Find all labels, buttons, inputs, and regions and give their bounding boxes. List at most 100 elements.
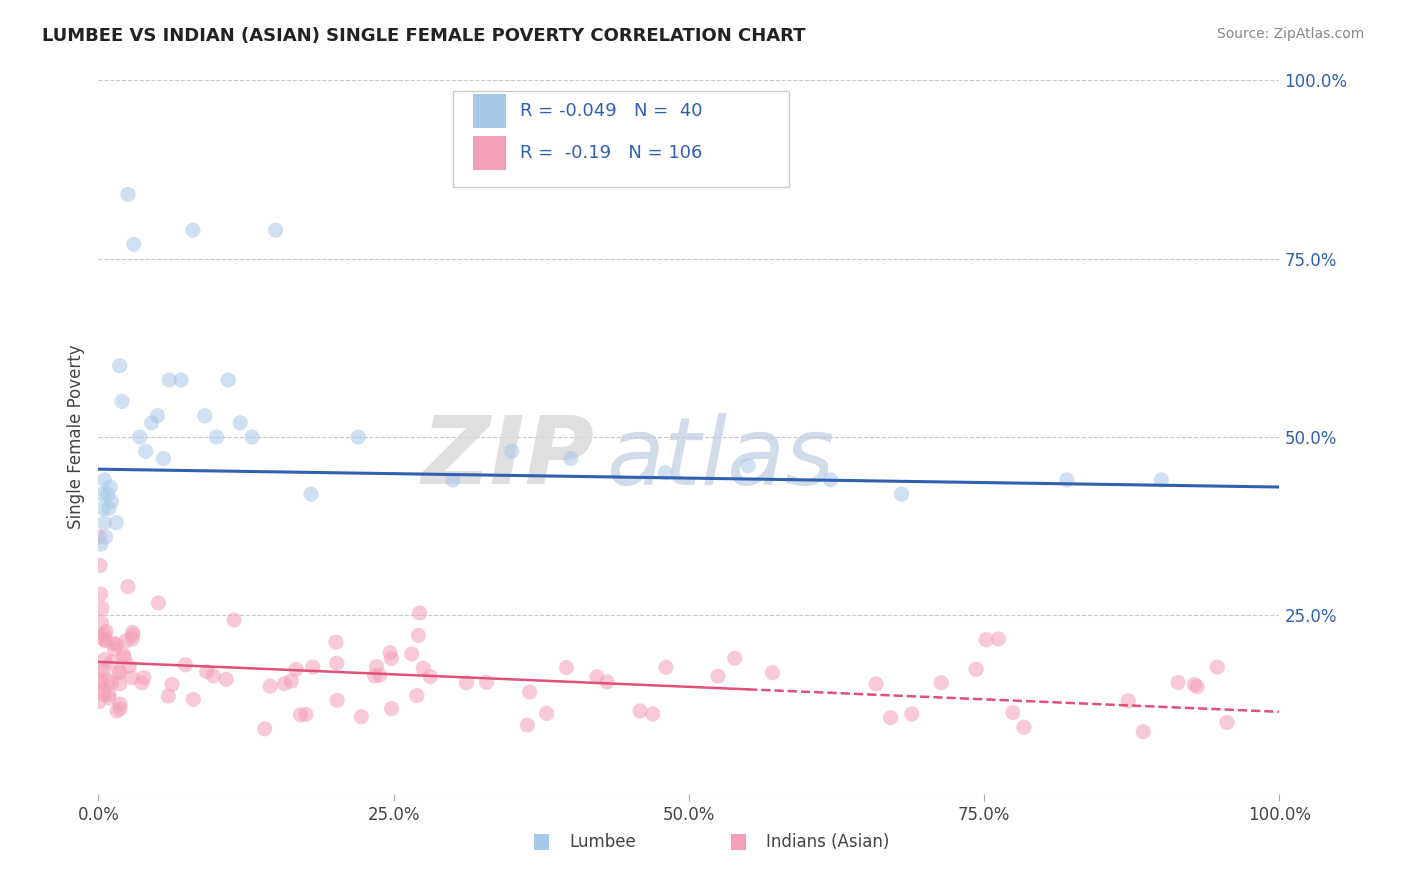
Point: [501, 444, 523, 458]
Point: [560, 451, 582, 466]
Point: [1206, 660, 1229, 674]
Point: [128, 430, 150, 444]
Point: [117, 580, 139, 594]
Point: [419, 670, 441, 684]
Point: [118, 659, 141, 673]
Point: [90, 630, 112, 644]
Point: [441, 473, 464, 487]
Point: [105, 704, 128, 718]
Point: [97, 487, 120, 501]
Point: [91, 487, 114, 501]
Point: [93, 688, 115, 702]
Point: [965, 662, 987, 676]
Point: [93, 516, 115, 530]
Point: [1132, 724, 1154, 739]
Point: [121, 628, 143, 642]
Point: [98, 687, 121, 701]
Text: atlas: atlas: [606, 413, 835, 504]
Point: [350, 710, 373, 724]
Point: [654, 466, 676, 480]
Point: [98, 480, 121, 494]
Point: [655, 660, 678, 674]
Point: [183, 692, 205, 706]
Point: [519, 685, 541, 699]
Point: [181, 223, 204, 237]
Point: [90, 664, 112, 678]
Point: [380, 701, 402, 715]
Point: [240, 430, 263, 444]
Point: [89, 673, 111, 688]
Point: [89, 558, 111, 573]
Point: [299, 487, 322, 501]
Point: [115, 633, 138, 648]
Point: [456, 675, 478, 690]
Point: [108, 677, 131, 691]
Point: [412, 661, 434, 675]
Point: [108, 698, 131, 712]
Point: [326, 693, 349, 707]
Point: [121, 632, 143, 646]
Point: [94, 633, 117, 648]
Point: [368, 668, 391, 682]
Point: [121, 671, 143, 685]
Point: [325, 635, 347, 649]
Text: Lumbee: Lumbee: [569, 833, 636, 851]
Point: [761, 665, 783, 680]
Point: [131, 675, 153, 690]
Point: [301, 660, 323, 674]
Point: [97, 690, 120, 705]
Point: [285, 662, 308, 676]
Point: [1216, 715, 1239, 730]
Point: [253, 722, 276, 736]
Point: [865, 677, 887, 691]
Text: R =  -0.19   N = 106: R = -0.19 N = 106: [520, 145, 703, 162]
Point: [98, 501, 121, 516]
Point: [641, 706, 664, 721]
Point: [1185, 680, 1208, 694]
Point: [93, 627, 115, 641]
Point: [122, 237, 145, 252]
Point: [205, 430, 228, 444]
Point: [146, 409, 169, 423]
Point: [222, 613, 245, 627]
Point: [264, 223, 287, 237]
Point: [93, 683, 115, 698]
Point: [217, 373, 239, 387]
Point: [141, 416, 163, 430]
Point: [295, 707, 318, 722]
Point: [879, 711, 901, 725]
Point: [93, 663, 115, 677]
Point: [401, 647, 423, 661]
Point: [737, 458, 759, 473]
Text: ZIP: ZIP: [422, 412, 595, 505]
Point: [94, 624, 117, 639]
Point: [174, 657, 197, 672]
Point: [215, 672, 238, 686]
Point: [103, 637, 125, 651]
Point: [929, 675, 952, 690]
Text: Source: ZipAtlas.com: Source: ZipAtlas.com: [1216, 27, 1364, 41]
Point: [94, 530, 117, 544]
Point: [157, 373, 180, 387]
Point: [628, 704, 651, 718]
Point: [364, 669, 387, 683]
Text: Indians (Asian): Indians (Asian): [766, 833, 890, 851]
Point: [194, 409, 217, 423]
FancyBboxPatch shape: [472, 95, 506, 128]
Point: [1001, 706, 1024, 720]
Point: [1150, 473, 1173, 487]
Point: [135, 444, 157, 458]
Point: [89, 694, 111, 708]
FancyBboxPatch shape: [472, 136, 506, 170]
Point: [516, 718, 538, 732]
Point: [132, 671, 155, 685]
Point: [100, 494, 122, 508]
Point: [724, 651, 747, 665]
Point: [1184, 678, 1206, 692]
Point: [93, 473, 115, 487]
Point: [100, 675, 122, 690]
Point: [408, 606, 430, 620]
Point: [259, 679, 281, 693]
Point: [112, 648, 135, 662]
Text: R = -0.049   N =  40: R = -0.049 N = 40: [520, 103, 703, 120]
